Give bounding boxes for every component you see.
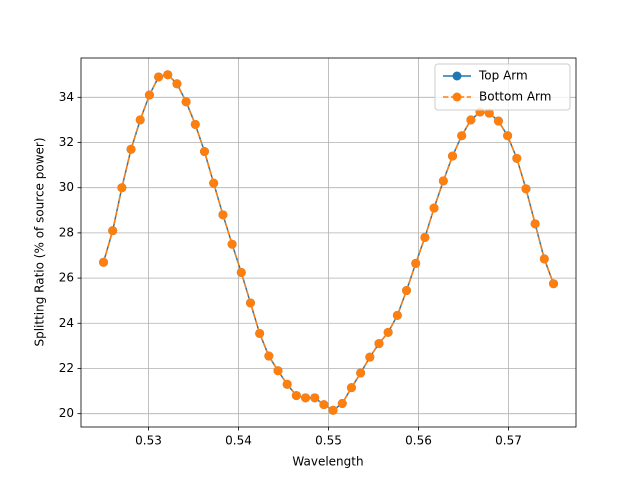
x-tick-label: 0.55 xyxy=(315,434,342,448)
data-point xyxy=(236,267,246,277)
data-point xyxy=(99,257,108,267)
data-point xyxy=(291,391,301,401)
data-point xyxy=(457,131,467,141)
data-point xyxy=(135,115,145,125)
data-point xyxy=(448,151,458,161)
y-tick-label: 24 xyxy=(59,316,74,330)
y-tick-label: 26 xyxy=(59,271,74,285)
data-point xyxy=(521,184,531,194)
data-point xyxy=(512,153,522,163)
data-point xyxy=(383,327,393,337)
data-point xyxy=(466,115,476,125)
data-point xyxy=(346,383,356,393)
plot-frame xyxy=(80,57,577,428)
data-point xyxy=(484,108,494,118)
x-tick-label: 0.57 xyxy=(495,434,522,448)
data-point xyxy=(144,90,154,100)
x-axis-label: Wavelength xyxy=(292,455,363,469)
data-point xyxy=(530,219,540,229)
data-point xyxy=(126,144,136,154)
data-point xyxy=(420,232,430,242)
data-point xyxy=(255,328,265,338)
data-point xyxy=(503,131,513,141)
y-tick-label: 28 xyxy=(59,225,74,239)
y-tick-label: 22 xyxy=(59,361,74,375)
data-point xyxy=(374,339,384,349)
x-tick-label: 0.54 xyxy=(225,434,252,448)
data-point xyxy=(154,72,164,82)
data-point xyxy=(190,119,200,129)
data-point xyxy=(365,352,375,362)
data-point xyxy=(549,279,558,289)
legend-marker xyxy=(452,92,462,102)
data-point xyxy=(411,258,421,268)
x-tick-label: 0.53 xyxy=(135,434,162,448)
y-tick-label: 30 xyxy=(59,180,74,194)
data-point xyxy=(402,286,412,296)
data-point xyxy=(356,368,366,378)
data-point xyxy=(108,226,118,236)
data-point xyxy=(328,405,338,415)
data-point xyxy=(310,393,320,403)
data-point xyxy=(539,254,549,264)
data-point xyxy=(301,393,311,403)
y-tick-label: 34 xyxy=(59,90,74,104)
y-tick-label: 32 xyxy=(59,135,74,149)
data-point xyxy=(273,366,283,376)
data-point xyxy=(319,400,329,410)
x-tick-label: 0.56 xyxy=(405,434,432,448)
data-point xyxy=(227,239,237,249)
data-point xyxy=(218,210,228,220)
data-point xyxy=(493,116,503,126)
data-point xyxy=(209,178,219,188)
data-point xyxy=(181,97,191,107)
data-point xyxy=(429,203,439,213)
legend-label: Top Arm xyxy=(478,69,528,83)
data-point xyxy=(199,147,209,157)
data-point xyxy=(438,176,448,186)
data-point xyxy=(172,79,182,89)
data-point xyxy=(264,351,274,361)
data-point xyxy=(282,379,292,389)
legend-label: Bottom Arm xyxy=(479,90,551,104)
data-point xyxy=(392,310,402,320)
data-point xyxy=(117,183,127,193)
data-point xyxy=(337,398,347,408)
y-tick-label: 20 xyxy=(59,406,74,420)
legend-marker xyxy=(452,71,462,81)
y-axis-label: Splitting Ratio (% of source power) xyxy=(33,137,47,346)
data-point xyxy=(245,298,255,308)
data-point xyxy=(163,70,173,80)
legend: Top Arm Bottom Arm xyxy=(434,63,571,111)
